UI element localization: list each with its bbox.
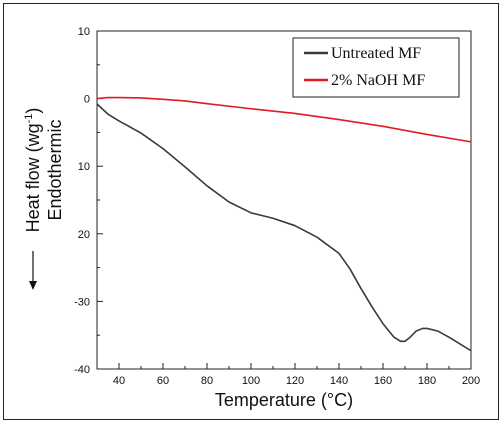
endothermic-arrow-head xyxy=(29,281,37,290)
series-line-naoh xyxy=(96,96,472,143)
series-line-untreated xyxy=(96,103,472,352)
y-tick-label: 10 xyxy=(78,26,90,38)
y-tick-label: 0 xyxy=(84,94,90,106)
y-axis-title: Heat flow (wg-1) xyxy=(23,108,43,233)
y-tick-label: 20 xyxy=(78,229,90,241)
x-axis-title: Temperature (°C) xyxy=(215,390,353,410)
legend: Untreated MF 2% NaOH MF xyxy=(292,37,460,98)
y-tick-label: 10 xyxy=(78,161,90,173)
legend-label-untreated: Untreated MF xyxy=(331,45,421,62)
y-tick-label: -40 xyxy=(74,364,90,376)
x-tick-label: 60 xyxy=(157,375,169,387)
legend-box xyxy=(292,37,460,98)
y-axis-subtitle: Endothermic xyxy=(45,119,65,220)
y-axis-title-group: Heat flow (wg-1) Endothermic xyxy=(23,108,65,290)
x-tick-label: 80 xyxy=(201,375,213,387)
x-tick-label: 200 xyxy=(462,375,480,387)
x-tick-label: 140 xyxy=(330,375,348,387)
y-tick-label: -30 xyxy=(74,296,90,308)
legend-label-naoh: 2% NaOH MF xyxy=(331,72,425,89)
x-tick-label: 180 xyxy=(418,375,436,387)
x-tick-label: 160 xyxy=(374,375,392,387)
x-tick-label: 100 xyxy=(242,375,260,387)
x-tick-label: 120 xyxy=(286,375,304,387)
x-tick-label: 40 xyxy=(113,375,125,387)
